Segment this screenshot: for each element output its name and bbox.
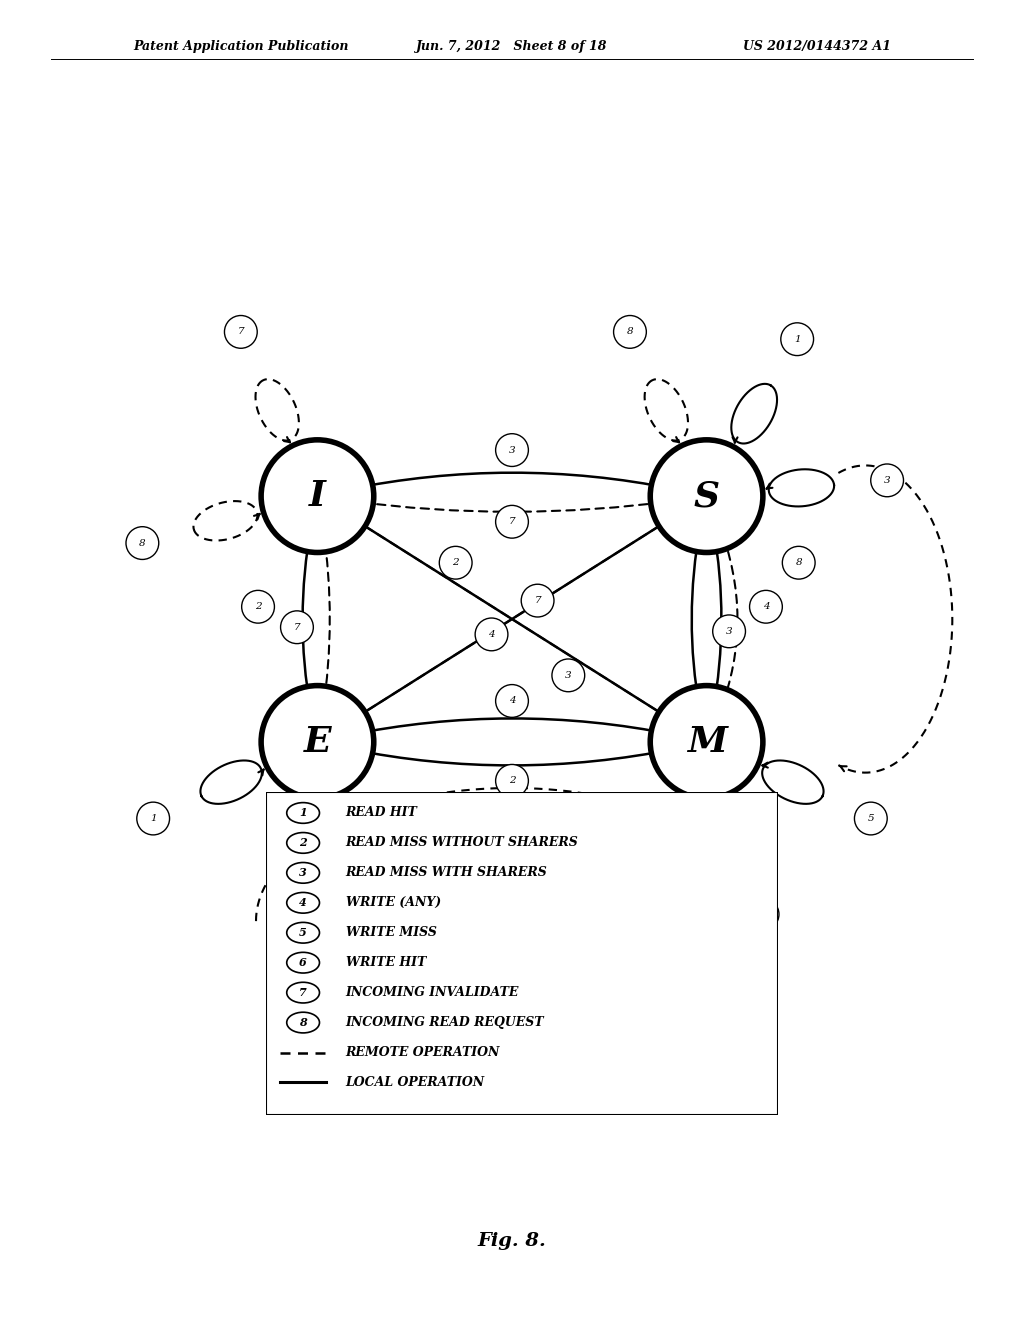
- Circle shape: [496, 434, 528, 466]
- Circle shape: [295, 907, 328, 940]
- Text: M: M: [686, 725, 727, 759]
- Text: 1: 1: [150, 814, 157, 822]
- Text: 4: 4: [488, 630, 495, 639]
- Text: 7: 7: [238, 327, 244, 337]
- Circle shape: [623, 894, 655, 927]
- Text: 4: 4: [763, 602, 769, 611]
- Text: S: S: [693, 479, 720, 513]
- Text: WRITE HIT: WRITE HIT: [346, 956, 426, 969]
- Text: WRITE MISS: WRITE MISS: [346, 927, 436, 940]
- Text: INCOMING READ REQUEST: INCOMING READ REQUEST: [346, 1016, 544, 1030]
- Text: INCOMING INVALIDATE: INCOMING INVALIDATE: [346, 986, 519, 999]
- Circle shape: [261, 685, 374, 799]
- Text: Fig. 8.: Fig. 8.: [477, 1232, 547, 1250]
- Circle shape: [598, 909, 631, 942]
- Text: READ HIT: READ HIT: [346, 807, 418, 820]
- Text: US 2012/0144372 A1: US 2012/0144372 A1: [742, 40, 891, 53]
- Text: 4: 4: [299, 898, 307, 908]
- Text: 1: 1: [794, 335, 801, 343]
- Text: READ MISS WITH SHARERS: READ MISS WITH SHARERS: [346, 866, 548, 879]
- Text: 2: 2: [453, 558, 459, 568]
- Circle shape: [782, 546, 815, 579]
- Text: 3: 3: [565, 671, 571, 680]
- Text: Patent Application Publication: Patent Application Publication: [133, 40, 348, 53]
- Text: 8: 8: [796, 558, 802, 568]
- Text: 4: 4: [509, 697, 515, 705]
- Circle shape: [287, 803, 319, 824]
- Circle shape: [287, 952, 319, 973]
- Text: 3: 3: [509, 446, 515, 454]
- Text: 2: 2: [255, 602, 261, 611]
- Text: 1: 1: [635, 906, 642, 915]
- Circle shape: [552, 659, 585, 692]
- Text: Jun. 7, 2012   Sheet 8 of 18: Jun. 7, 2012 Sheet 8 of 18: [416, 40, 608, 53]
- Circle shape: [496, 685, 528, 717]
- Text: REMOTE OPERATION: REMOTE OPERATION: [346, 1045, 500, 1059]
- Text: 8: 8: [627, 327, 633, 337]
- Text: LOCAL OPERATION: LOCAL OPERATION: [346, 1076, 484, 1089]
- Text: 8: 8: [611, 921, 617, 931]
- Text: WRITE (ANY): WRITE (ANY): [346, 896, 440, 909]
- Circle shape: [613, 315, 646, 348]
- Text: 5: 5: [867, 814, 874, 822]
- Circle shape: [854, 803, 887, 836]
- Text: 3: 3: [726, 627, 732, 636]
- Text: 7: 7: [509, 517, 515, 527]
- FancyBboxPatch shape: [266, 792, 778, 1115]
- Circle shape: [780, 323, 813, 355]
- Circle shape: [287, 892, 319, 913]
- Text: READ MISS WITHOUT SHARERS: READ MISS WITHOUT SHARERS: [346, 837, 579, 849]
- Circle shape: [287, 1012, 319, 1034]
- Text: I: I: [309, 479, 326, 513]
- Text: 7: 7: [535, 597, 541, 605]
- Text: 2: 2: [308, 919, 314, 928]
- Text: 7: 7: [294, 623, 300, 632]
- Circle shape: [126, 527, 159, 560]
- Text: 1: 1: [299, 808, 307, 818]
- Circle shape: [521, 585, 554, 616]
- Circle shape: [496, 764, 528, 797]
- Text: 8: 8: [139, 539, 145, 548]
- Text: 6: 6: [759, 909, 766, 919]
- Circle shape: [287, 923, 319, 942]
- Circle shape: [496, 506, 528, 539]
- Circle shape: [713, 615, 745, 648]
- Text: 2: 2: [509, 776, 515, 785]
- Text: 7: 7: [299, 987, 307, 998]
- Text: 5: 5: [299, 927, 307, 939]
- Circle shape: [750, 590, 782, 623]
- Text: 3: 3: [884, 477, 891, 484]
- Circle shape: [746, 898, 779, 931]
- Circle shape: [242, 590, 274, 623]
- Circle shape: [261, 440, 374, 553]
- Circle shape: [281, 611, 313, 644]
- Circle shape: [224, 315, 257, 348]
- Circle shape: [137, 803, 170, 836]
- Text: 2: 2: [299, 837, 307, 849]
- Text: E: E: [304, 725, 331, 759]
- Circle shape: [650, 685, 763, 799]
- Circle shape: [287, 982, 319, 1003]
- Circle shape: [439, 546, 472, 579]
- Circle shape: [287, 862, 319, 883]
- Circle shape: [870, 463, 903, 496]
- Circle shape: [475, 618, 508, 651]
- Text: 3: 3: [299, 867, 307, 878]
- Text: 8: 8: [299, 1018, 307, 1028]
- Circle shape: [650, 440, 763, 553]
- Circle shape: [287, 833, 319, 853]
- Text: 6: 6: [299, 957, 307, 968]
